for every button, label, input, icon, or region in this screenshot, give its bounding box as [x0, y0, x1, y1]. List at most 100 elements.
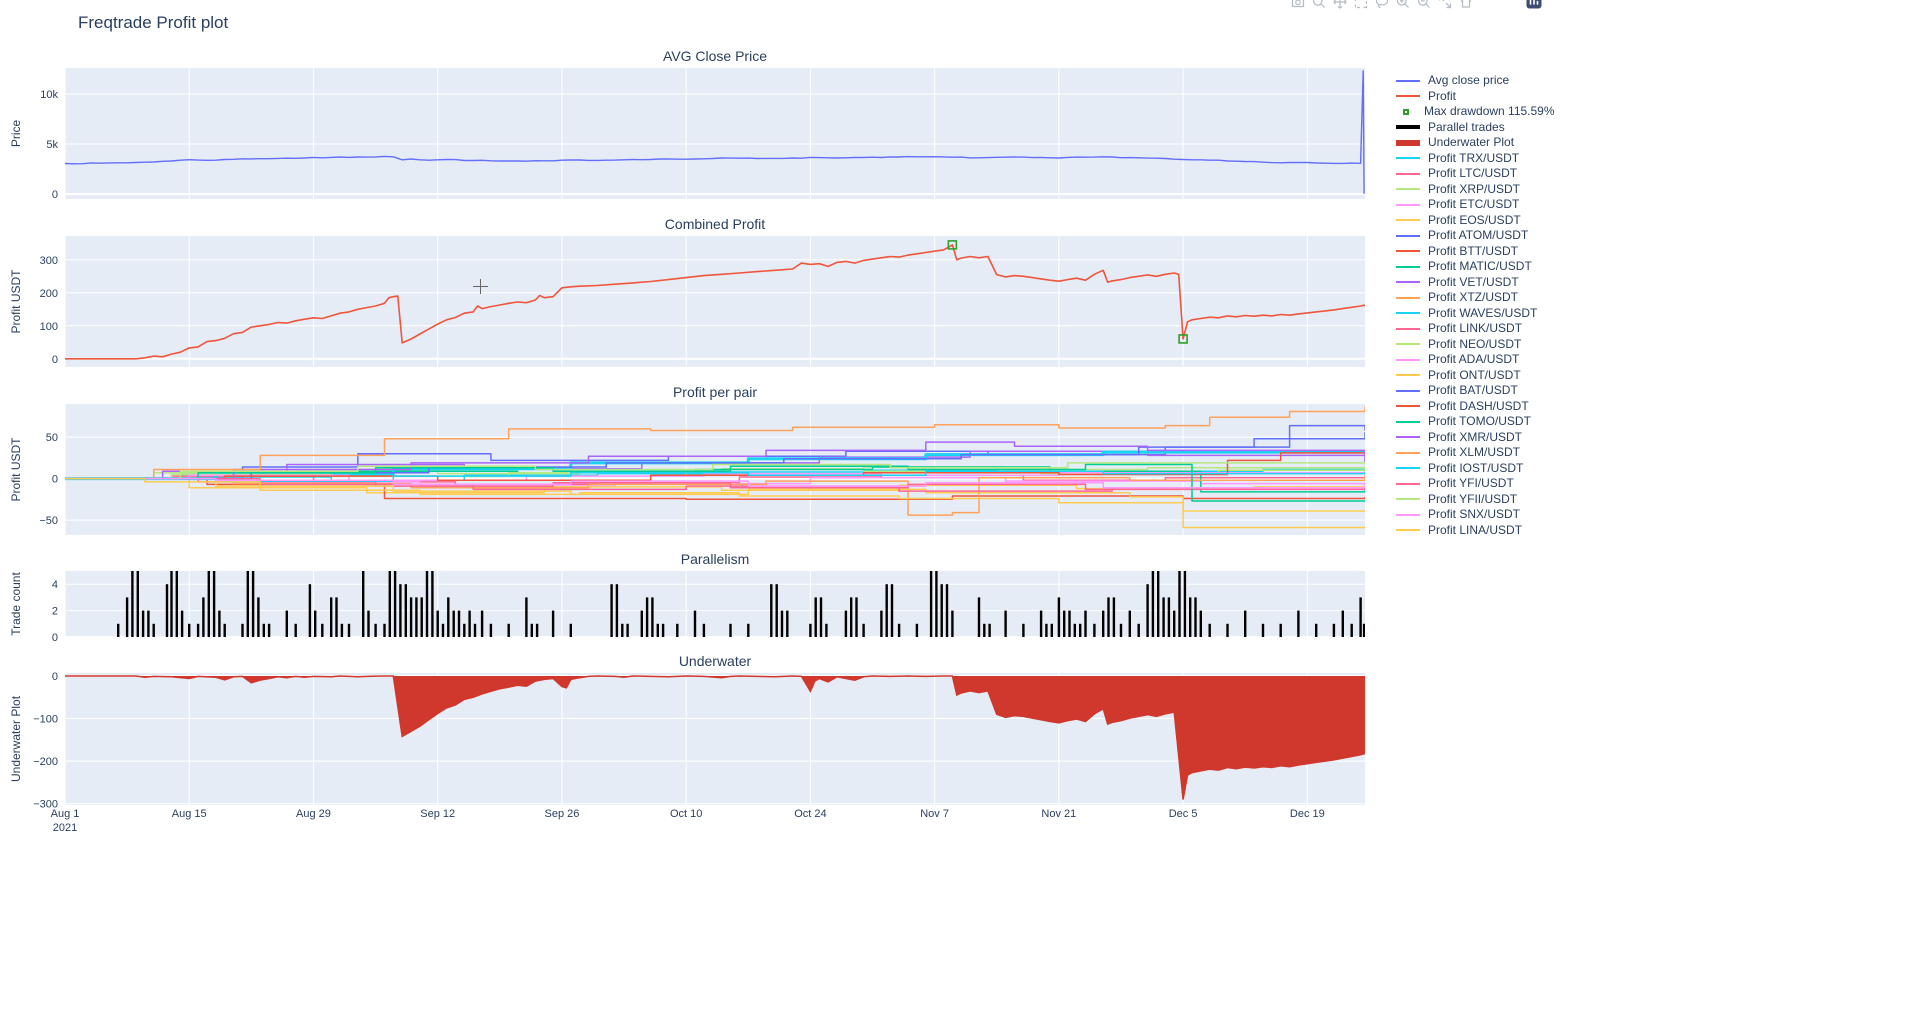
- trade-count-bar[interactable]: [1128, 610, 1131, 637]
- trade-count-bar[interactable]: [308, 584, 312, 637]
- trade-count-bar[interactable]: [610, 584, 613, 637]
- trade-count-bar[interactable]: [1178, 571, 1181, 637]
- trade-count-bar[interactable]: [880, 610, 883, 637]
- legend-item[interactable]: Profit YFI/USDT: [1396, 476, 1555, 492]
- trade-count-bar[interactable]: [223, 623, 226, 637]
- max-drawdown-marker[interactable]: [947, 240, 958, 250]
- trade-count-bar[interactable]: [819, 597, 823, 637]
- legend-item[interactable]: Profit MATIC/USDT: [1396, 259, 1555, 275]
- trade-count-bar[interactable]: [621, 623, 624, 637]
- trade-count-bar[interactable]: [1137, 623, 1140, 637]
- trade-count-bar[interactable]: [615, 584, 619, 637]
- trade-count-bar[interactable]: [457, 610, 461, 637]
- zoom-in-icon[interactable]: [1396, 0, 1410, 9]
- trade-count-bar[interactable]: [1004, 610, 1007, 637]
- series-profit[interactable]: [65, 244, 1365, 360]
- trade-count-bar[interactable]: [246, 571, 249, 637]
- trade-count-bar[interactable]: [1084, 610, 1087, 637]
- trade-count-bar[interactable]: [188, 623, 191, 637]
- pan-icon[interactable]: [1333, 0, 1347, 9]
- legend-item[interactable]: Profit YFII/USDT: [1396, 492, 1555, 508]
- trade-count-bar[interactable]: [1297, 610, 1300, 637]
- trade-count-bar[interactable]: [170, 571, 173, 637]
- trade-count-bar[interactable]: [1073, 623, 1076, 637]
- trade-count-bar[interactable]: [165, 584, 169, 637]
- box-select-icon[interactable]: [1354, 0, 1368, 9]
- legend-item[interactable]: Profit LINA/USDT: [1396, 523, 1555, 539]
- trade-count-bar[interactable]: [951, 610, 954, 637]
- trade-count-bar[interactable]: [569, 623, 572, 637]
- trade-count-bar[interactable]: [131, 571, 134, 637]
- trade-count-bar[interactable]: [212, 571, 216, 637]
- trade-count-bar[interactable]: [367, 610, 370, 637]
- trade-count-bar[interactable]: [415, 597, 418, 637]
- trade-count-bar[interactable]: [340, 623, 344, 637]
- trade-count-bar[interactable]: [1063, 610, 1066, 637]
- trade-count-bar[interactable]: [1315, 623, 1318, 637]
- series-profit-iost-usdt[interactable]: [65, 470, 1365, 482]
- trade-count-bar[interactable]: [897, 623, 901, 637]
- trade-count-bar[interactable]: [1102, 610, 1105, 637]
- trade-count-bar[interactable]: [1350, 623, 1353, 637]
- trade-count-bar[interactable]: [447, 597, 450, 637]
- trade-count-bar[interactable]: [786, 610, 789, 637]
- trade-count-bar[interactable]: [489, 623, 493, 637]
- legend-item[interactable]: Profit WAVES/USDT: [1396, 306, 1555, 322]
- trade-count-bar[interactable]: [1183, 571, 1187, 637]
- trade-count-bar[interactable]: [1039, 610, 1043, 637]
- trade-count-bar[interactable]: [1208, 623, 1211, 637]
- legend-item[interactable]: Profit XTZ/USDT: [1396, 290, 1555, 306]
- trade-count-bar[interactable]: [729, 623, 732, 637]
- trade-count-bar[interactable]: [640, 610, 643, 637]
- legend-item[interactable]: Profit BTT/USDT: [1396, 244, 1555, 260]
- trade-count-bar[interactable]: [1119, 623, 1123, 637]
- trade-count-bar[interactable]: [202, 597, 205, 637]
- trade-count-bar[interactable]: [988, 623, 991, 637]
- trade-count-bar[interactable]: [1112, 597, 1116, 637]
- max-drawdown-marker[interactable]: [1178, 334, 1188, 344]
- trade-count-bar[interactable]: [656, 623, 659, 637]
- trade-count-bar[interactable]: [321, 623, 324, 637]
- trade-count-bar[interactable]: [676, 623, 679, 637]
- trade-count-bar[interactable]: [347, 623, 351, 637]
- legend-item[interactable]: Profit VET/USDT: [1396, 275, 1555, 291]
- trade-count-bar[interactable]: [945, 584, 949, 637]
- trade-count-bar[interactable]: [1093, 623, 1096, 637]
- trade-count-bar[interactable]: [175, 571, 178, 637]
- trade-count-bar[interactable]: [1022, 623, 1025, 637]
- trade-count-bar[interactable]: [285, 610, 288, 637]
- legend-item[interactable]: Profit BAT/USDT: [1396, 383, 1555, 399]
- parallel-trades-bars[interactable]: [117, 571, 1365, 637]
- legend-item[interactable]: Avg close price: [1396, 73, 1555, 89]
- zoom-out-icon[interactable]: [1417, 0, 1431, 9]
- trade-count-bar[interactable]: [1226, 623, 1229, 637]
- series-underwater-plot[interactable]: [65, 675, 1365, 800]
- trade-count-bar[interactable]: [473, 623, 477, 637]
- plotly-logo[interactable]: [1526, 0, 1542, 9]
- camera-icon[interactable]: [1291, 0, 1305, 9]
- underwater-area[interactable]: [65, 676, 1365, 800]
- trade-count-bar[interactable]: [1151, 571, 1155, 637]
- legend-item[interactable]: Profit DASH/USDT: [1396, 399, 1555, 415]
- trade-count-bar[interactable]: [314, 610, 317, 637]
- trade-count-bar[interactable]: [141, 610, 145, 637]
- legend-item[interactable]: Profit ATOM/USDT: [1396, 228, 1555, 244]
- trade-count-bar[interactable]: [257, 597, 260, 637]
- series-profit-dash-usdt[interactable]: [65, 452, 1365, 482]
- trade-count-bar[interactable]: [404, 584, 407, 637]
- trade-count-bar[interactable]: [393, 571, 397, 637]
- trade-count-bar[interactable]: [1194, 597, 1197, 637]
- legend-item[interactable]: Profit ONT/USDT: [1396, 368, 1555, 384]
- trade-count-bar[interactable]: [136, 571, 139, 637]
- legend-item[interactable]: Profit XMR/USDT: [1396, 430, 1555, 446]
- legend-item[interactable]: Profit XRP/USDT: [1396, 182, 1555, 198]
- trade-count-bar[interactable]: [388, 571, 391, 637]
- trade-count-bar[interactable]: [915, 623, 919, 637]
- trade-count-bar[interactable]: [436, 610, 439, 637]
- trade-count-bar[interactable]: [218, 610, 221, 637]
- trade-count-bar[interactable]: [241, 623, 244, 637]
- series-profit-xtz-usdt[interactable]: [65, 475, 1365, 516]
- trade-count-bar[interactable]: [702, 623, 706, 637]
- legend-item[interactable]: Profit XLM/USDT: [1396, 445, 1555, 461]
- trade-count-bar[interactable]: [747, 623, 750, 637]
